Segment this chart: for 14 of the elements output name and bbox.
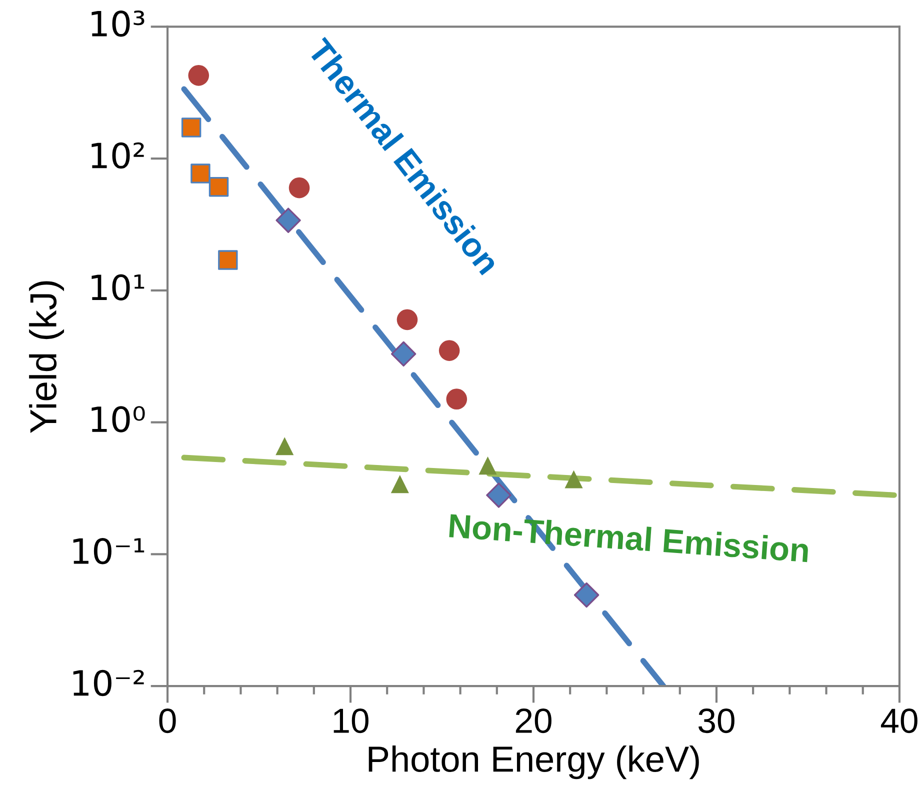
y-axis-title: Yield (kJ) bbox=[29, 281, 64, 433]
y-tick-label: 10³ bbox=[92, 10, 144, 37]
annotation: Non-Thermal Emission bbox=[449, 512, 809, 562]
x-tick-label: 40 bbox=[880, 708, 918, 734]
y-tick-label: 10² bbox=[92, 142, 144, 169]
x-tick-label: 30 bbox=[698, 708, 734, 734]
x-axis-title: Photon Energy (keV) bbox=[368, 745, 699, 780]
x-tick-label: 0 bbox=[159, 708, 176, 734]
y-tick-label: 10¹ bbox=[92, 274, 144, 301]
x-tick-label: 20 bbox=[516, 708, 552, 734]
y-tick-label: 10⁰ bbox=[92, 406, 145, 432]
y-tick-label: 10⁻² bbox=[73, 670, 144, 696]
x-tick-label: 10 bbox=[334, 708, 368, 734]
y-tick-label: 10⁻¹ bbox=[73, 538, 144, 564]
